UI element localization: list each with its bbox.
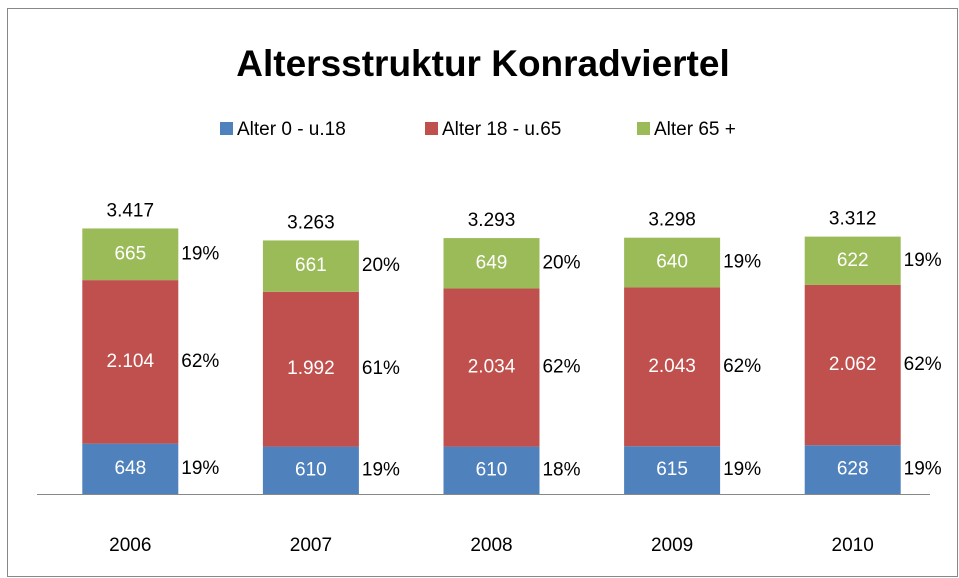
bar-segment xyxy=(624,287,721,447)
bar-segment xyxy=(804,284,901,446)
percent-label: 19% xyxy=(723,459,761,480)
percent-label: 19% xyxy=(723,252,761,273)
percent-label: 62% xyxy=(542,357,580,378)
segment-label: 628 xyxy=(837,459,869,480)
bar-segment xyxy=(82,228,179,281)
legend-label: Alter 18 - u.65 xyxy=(442,119,561,140)
x-tick-label: 2008 xyxy=(470,535,512,556)
legend-label: Alter 65 + xyxy=(654,119,736,140)
total-label: 3.312 xyxy=(829,209,877,230)
total-label: 3.293 xyxy=(468,210,516,231)
segment-label: 640 xyxy=(656,252,688,273)
percent-label: 62% xyxy=(904,354,942,375)
segment-label: 665 xyxy=(114,243,146,264)
chart-title: Altersstruktur Konradviertel xyxy=(236,43,729,84)
percent-label: 19% xyxy=(904,459,942,480)
bar-segment xyxy=(443,288,540,447)
bar-segment xyxy=(624,237,721,288)
percent-label: 19% xyxy=(181,458,219,479)
segment-label: 2.062 xyxy=(829,354,877,375)
segment-label: 2.104 xyxy=(107,351,155,372)
x-tick-label: 2009 xyxy=(651,535,693,556)
x-tick-label: 2006 xyxy=(109,535,151,556)
segment-label: 1.992 xyxy=(287,358,335,379)
percent-label: 19% xyxy=(181,243,219,264)
percent-label: 20% xyxy=(362,255,400,276)
bar-segment xyxy=(262,446,359,494)
segment-label: 2.034 xyxy=(468,357,516,378)
bar-segment xyxy=(82,280,179,444)
segment-label: 648 xyxy=(114,458,146,479)
percent-label: 19% xyxy=(904,250,942,271)
bar-segment xyxy=(443,446,540,494)
bar-segment xyxy=(262,240,359,292)
segment-label: 661 xyxy=(295,255,327,276)
legend-swatch xyxy=(637,122,650,135)
segment-label: 649 xyxy=(476,252,508,273)
x-tick-label: 2010 xyxy=(832,535,874,556)
segment-label: 610 xyxy=(476,459,508,480)
legend-swatch xyxy=(220,122,233,135)
percent-label: 20% xyxy=(542,252,580,273)
percent-label: 62% xyxy=(181,351,219,372)
segment-label: 2.043 xyxy=(648,356,696,377)
total-label: 3.263 xyxy=(287,212,335,233)
percent-label: 19% xyxy=(362,459,400,480)
segment-label: 610 xyxy=(295,459,327,480)
legend-swatch xyxy=(425,122,438,135)
segment-label: 622 xyxy=(837,250,869,271)
percent-label: 18% xyxy=(542,459,580,480)
x-tick-label: 2007 xyxy=(290,535,332,556)
total-label: 3.298 xyxy=(648,210,696,231)
total-label: 3.417 xyxy=(107,200,155,221)
percent-label: 62% xyxy=(723,356,761,377)
bar-segment xyxy=(804,445,901,494)
percent-label: 61% xyxy=(362,358,400,379)
bar-segment xyxy=(82,443,179,494)
bar-segment xyxy=(624,446,721,494)
legend-label: Alter 0 - u.18 xyxy=(237,119,346,140)
bar-segment xyxy=(262,291,359,447)
bar-segment xyxy=(804,236,901,285)
bar-segment xyxy=(443,238,540,289)
segment-label: 615 xyxy=(656,459,688,480)
